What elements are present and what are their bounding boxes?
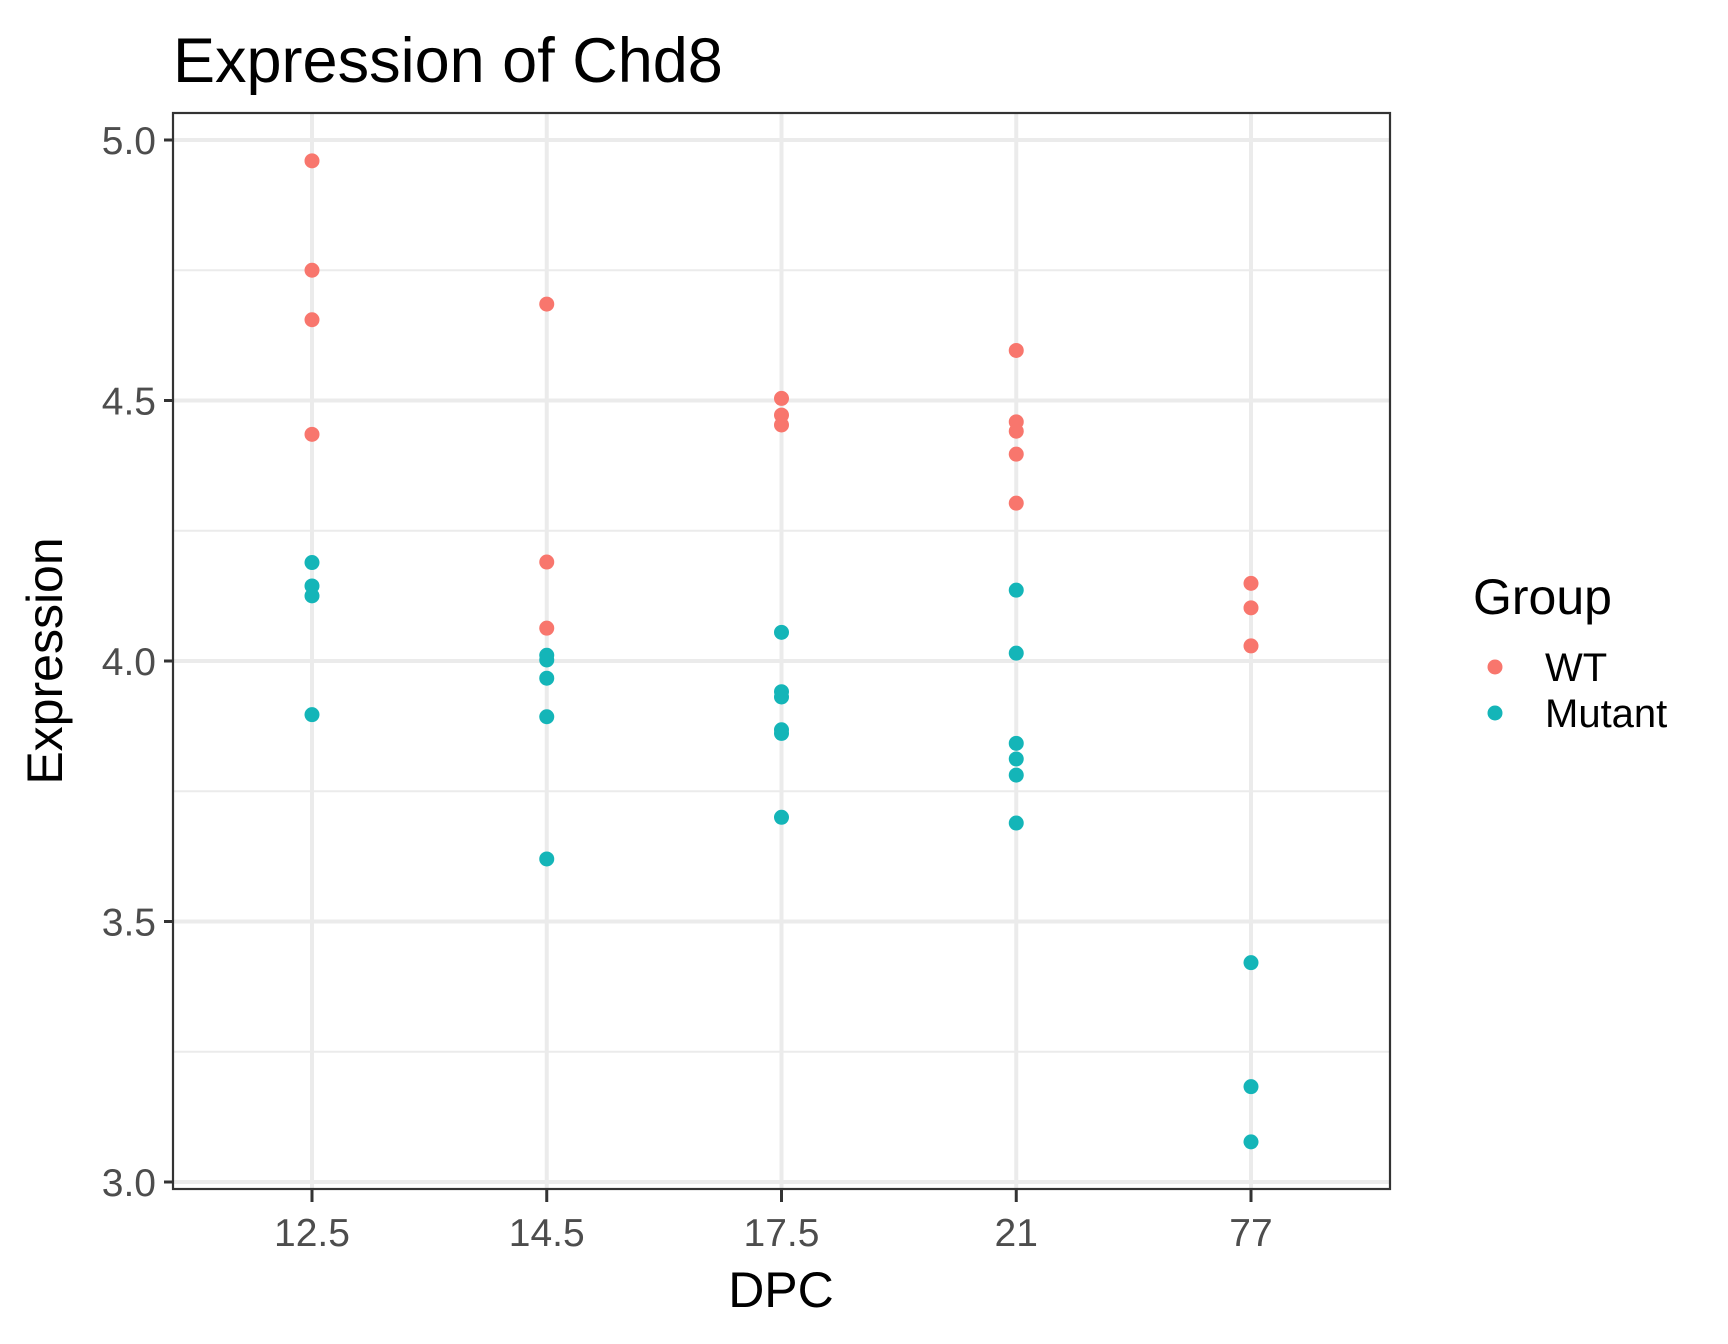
legend-title: Group	[1473, 569, 1612, 625]
x-axis: 12.5 14.5 17.5 21 77	[274, 1189, 1273, 1255]
data-points	[304, 153, 1259, 1150]
y-tick-label: 3.0	[102, 1162, 156, 1205]
point-mutant	[774, 624, 789, 640]
y-tick-label: 4.0	[102, 641, 156, 684]
y-axis: 3.0 3.5 4.0 4.5 5.0	[102, 120, 173, 1205]
x-tick-label: 21	[995, 1212, 1038, 1255]
y-axis-title: Expression	[17, 537, 73, 784]
point-mutant	[304, 707, 320, 723]
point-mutant	[774, 725, 789, 741]
x-axis-title: DPC	[728, 1262, 834, 1318]
point-wt	[1008, 342, 1024, 358]
point-mutant	[774, 689, 789, 705]
point-mutant	[539, 652, 555, 668]
point-wt	[304, 426, 320, 442]
point-wt	[1008, 423, 1024, 439]
point-mutant	[774, 809, 789, 825]
legend-label-wt: WT	[1545, 646, 1607, 690]
legend-key-wt	[1487, 659, 1503, 675]
x-tick-label: 17.5	[744, 1212, 820, 1255]
y-tick-label: 4.5	[102, 381, 156, 424]
point-wt	[1243, 575, 1259, 591]
point-wt	[774, 390, 789, 406]
chart-title: Expression of Chd8	[173, 26, 723, 96]
point-mutant	[539, 670, 555, 686]
point-mutant	[539, 709, 555, 725]
point-wt	[1243, 638, 1259, 654]
point-mutant	[1243, 1079, 1259, 1095]
point-wt	[304, 262, 320, 278]
x-tick-label: 12.5	[274, 1212, 350, 1255]
point-mutant	[1243, 1134, 1259, 1150]
legend-key-mutant	[1487, 705, 1503, 721]
point-wt	[539, 296, 555, 312]
point-mutant	[304, 588, 320, 604]
y-tick-label: 5.0	[102, 120, 156, 163]
point-wt	[1008, 495, 1024, 511]
point-mutant	[304, 555, 320, 571]
point-mutant	[1008, 815, 1024, 831]
point-mutant	[1243, 955, 1259, 971]
point-mutant	[1008, 767, 1024, 783]
y-tick-label: 3.5	[102, 902, 156, 945]
point-wt	[304, 153, 320, 169]
point-wt	[1243, 600, 1259, 616]
point-mutant	[539, 851, 555, 867]
point-mutant	[1008, 735, 1024, 751]
point-wt	[774, 417, 789, 433]
legend: Group WT Mutant	[1473, 569, 1667, 736]
point-wt	[539, 554, 555, 570]
point-wt	[1008, 446, 1024, 462]
point-mutant	[1008, 582, 1024, 598]
x-tick-label: 14.5	[509, 1212, 585, 1255]
point-wt	[304, 312, 320, 328]
x-tick-label: 77	[1229, 1212, 1272, 1255]
point-mutant	[1008, 645, 1024, 661]
legend-label-mutant: Mutant	[1545, 692, 1667, 736]
point-wt	[539, 620, 555, 636]
point-mutant	[1008, 751, 1024, 767]
